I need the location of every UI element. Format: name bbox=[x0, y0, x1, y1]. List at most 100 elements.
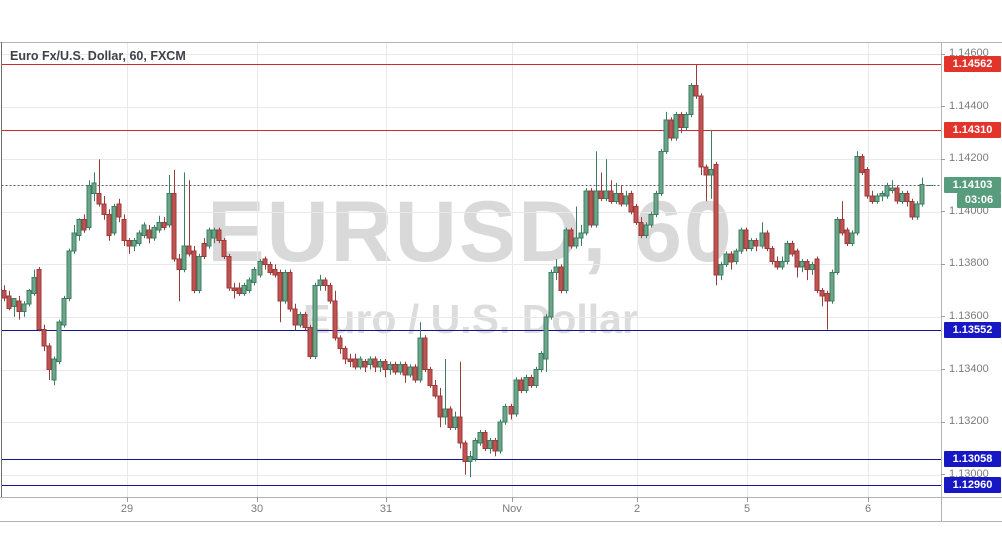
time-tick-label: 6 bbox=[864, 503, 872, 515]
candle-down bbox=[894, 185, 900, 204]
candle-up bbox=[779, 256, 785, 270]
candle-up bbox=[799, 259, 805, 273]
candle-down bbox=[392, 361, 398, 375]
candle-up bbox=[879, 190, 885, 202]
candle-down bbox=[628, 190, 634, 215]
candle-up bbox=[829, 269, 835, 304]
candle-down bbox=[769, 246, 775, 265]
price-tick-mark bbox=[941, 316, 945, 317]
candle-up bbox=[513, 377, 519, 417]
candle-up bbox=[136, 230, 142, 246]
candle-down bbox=[201, 238, 207, 260]
time-tick-mark bbox=[868, 497, 869, 502]
candle-down bbox=[41, 324, 47, 352]
price-badge: 1.12960 bbox=[944, 477, 1001, 493]
candle-up bbox=[548, 269, 554, 320]
time-tick-mark bbox=[127, 497, 128, 502]
candle-down bbox=[101, 196, 107, 220]
candle-down bbox=[839, 201, 845, 236]
time-tick-label: 29 bbox=[120, 503, 134, 515]
price-axis[interactable]: 1.14600 1.14400 1.14200 1.14000 1.13800 1.136… bbox=[941, 42, 1002, 521]
candle-down bbox=[864, 167, 870, 199]
candle-down bbox=[588, 188, 594, 228]
candle-up bbox=[874, 193, 880, 204]
candle-down bbox=[728, 251, 734, 270]
candle-down bbox=[161, 217, 167, 231]
candle-up bbox=[718, 261, 724, 281]
candle-up bbox=[357, 356, 363, 370]
candle-up bbox=[397, 361, 403, 375]
candle-up bbox=[21, 301, 27, 317]
price-badge: 1.13058 bbox=[944, 451, 1001, 467]
candle-up bbox=[884, 182, 890, 199]
candle-up bbox=[51, 356, 57, 386]
price-tick-mark bbox=[941, 369, 945, 370]
candle-down bbox=[814, 256, 820, 294]
candle-down bbox=[789, 240, 795, 257]
candle-down bbox=[753, 238, 759, 252]
candle-down bbox=[186, 180, 192, 257]
candle-down bbox=[81, 214, 87, 233]
candle-up bbox=[131, 238, 137, 252]
candle-down bbox=[678, 111, 684, 133]
candle-down bbox=[327, 282, 333, 304]
candle-down bbox=[698, 93, 704, 175]
candle-up bbox=[61, 295, 67, 328]
candle-down bbox=[171, 169, 177, 262]
candle-up bbox=[603, 159, 609, 202]
candle-down bbox=[1, 285, 7, 302]
candle-up bbox=[663, 111, 669, 154]
candle-up bbox=[257, 259, 263, 278]
candle-up bbox=[759, 222, 765, 249]
time-axis[interactable]: 29 30 31 Nov 2 5 6 bbox=[0, 497, 941, 521]
candle-down bbox=[272, 264, 278, 278]
candle-up bbox=[166, 175, 172, 228]
candle-down bbox=[267, 261, 273, 275]
candle-down bbox=[909, 198, 915, 220]
candle-down bbox=[332, 290, 338, 341]
chart-legend-title[interactable]: Euro Fx/U.S. Dollar, 60, FXCM bbox=[10, 49, 186, 63]
candle-down bbox=[96, 159, 102, 207]
candle-up bbox=[613, 182, 619, 204]
candle-up bbox=[658, 148, 664, 196]
candle-up bbox=[573, 206, 579, 249]
candle-up bbox=[543, 314, 549, 373]
candle-up bbox=[502, 403, 508, 425]
time-tick-mark bbox=[512, 497, 513, 502]
candle-down bbox=[904, 190, 910, 207]
candle-up bbox=[653, 190, 659, 218]
candle-up bbox=[452, 411, 458, 430]
candle-down bbox=[126, 238, 132, 254]
time-tick-label: 30 bbox=[250, 503, 264, 515]
candle-down bbox=[412, 364, 418, 383]
time-tick-label: 31 bbox=[379, 503, 393, 515]
candle-up bbox=[497, 419, 503, 454]
candle-up bbox=[86, 180, 92, 231]
candle-up bbox=[251, 267, 257, 286]
candle-down bbox=[447, 406, 453, 430]
bar-countdown-badge: 03:06 bbox=[957, 193, 1001, 208]
price-tick-mark bbox=[941, 264, 945, 265]
candle-down bbox=[6, 290, 12, 311]
candle-down bbox=[231, 282, 237, 299]
candle-down bbox=[372, 356, 378, 373]
candle-down bbox=[518, 377, 524, 394]
price-tick-mark bbox=[941, 54, 945, 55]
candle-up bbox=[477, 430, 483, 446]
candle-down bbox=[703, 164, 709, 202]
candle-down bbox=[191, 246, 197, 294]
candle-down bbox=[668, 117, 674, 141]
price-badge: 1.14310 bbox=[944, 122, 1001, 138]
candle-up bbox=[141, 222, 147, 239]
time-tick-mark bbox=[386, 497, 387, 502]
candle-up bbox=[317, 274, 323, 291]
time-tick-label: 2 bbox=[633, 503, 641, 515]
candle-down bbox=[633, 203, 639, 225]
candle-up bbox=[809, 261, 815, 275]
price-tick-label: 1.13200 bbox=[949, 415, 989, 427]
candle-up bbox=[487, 437, 493, 454]
candle-down bbox=[277, 269, 283, 323]
candle-up bbox=[241, 282, 247, 296]
